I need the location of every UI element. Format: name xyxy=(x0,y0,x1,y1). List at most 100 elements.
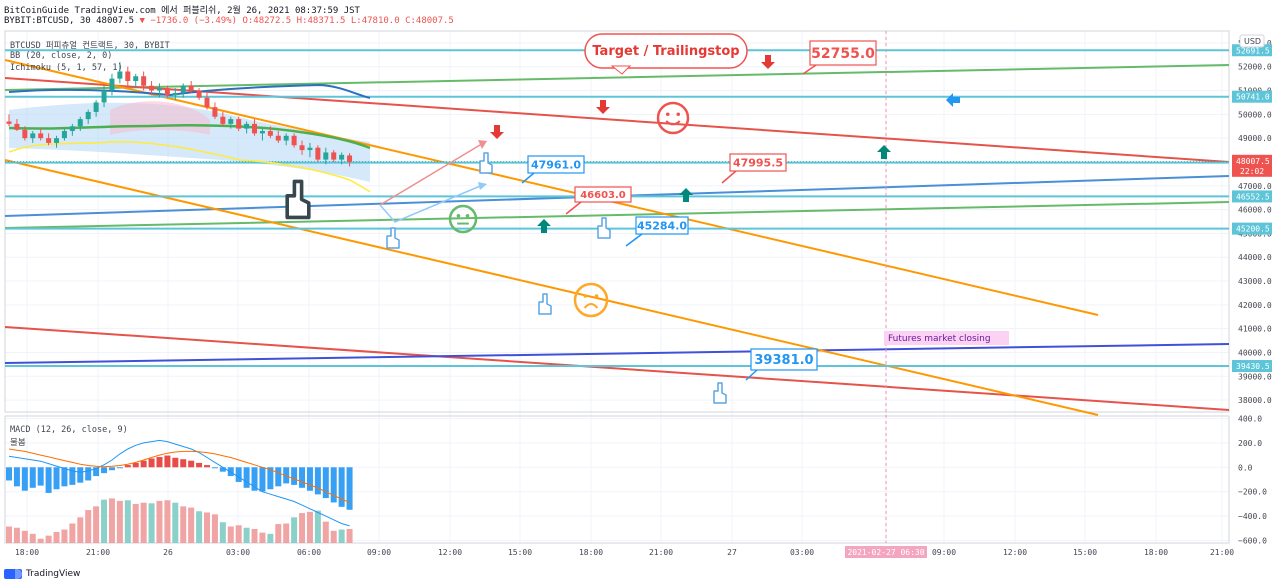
macd-histogram-bar xyxy=(346,467,353,510)
legend-series[interactable]: BTCUSD 퍼피츄얼 컨트랙트, 30, BYBIT xyxy=(10,41,170,51)
candle-body xyxy=(172,92,178,96)
callout-leader xyxy=(625,233,643,247)
callout-price-label: 52755.0 xyxy=(811,46,875,62)
time-axis-label: 12:00 xyxy=(438,548,462,557)
candle-body xyxy=(156,88,162,91)
candle-body xyxy=(61,131,67,139)
macd-volume-bar xyxy=(101,499,108,543)
legend-bb[interactable]: BB (20, close, 2, 0) xyxy=(10,51,113,61)
candle-body xyxy=(315,147,321,160)
macd-volume-bar xyxy=(132,503,139,543)
note-bg xyxy=(884,331,1009,345)
projection-arrow-red xyxy=(379,141,486,206)
chart-canvas[interactable]: Target / Trailingstop 52755.0 47961.0 47995… xyxy=(0,30,1280,570)
callout-price-label: 47995.5 xyxy=(733,156,783,169)
current-price-tag-label: 48007.5 xyxy=(1236,157,1270,166)
level-price-tag-label: 46552.5 xyxy=(1236,192,1270,201)
macd-histogram-bar xyxy=(196,462,203,468)
macd-volume-bar xyxy=(259,532,266,543)
candle-body xyxy=(180,85,186,93)
hand-shape xyxy=(479,152,493,174)
macd-volume-bar xyxy=(69,523,76,543)
face-eye xyxy=(594,294,599,298)
macd-volume-bar xyxy=(172,502,179,543)
callout-box xyxy=(809,40,877,66)
macd-axis-label: 400.0 xyxy=(1238,414,1262,423)
price-axis-label: 42000.0 xyxy=(1238,301,1272,310)
arrow-shape xyxy=(596,100,610,114)
candle-body xyxy=(6,121,12,124)
candle-body xyxy=(299,145,305,151)
futures-closing-note: Futures market closing xyxy=(884,331,1009,345)
level-price-tag-label: 50741.0 xyxy=(1236,93,1270,102)
macd-volume-bar xyxy=(140,502,147,543)
macd-volume-bar xyxy=(13,527,20,543)
candle-body xyxy=(275,135,281,141)
time-axis-label: 15:00 xyxy=(508,548,532,557)
macd-volume-bar xyxy=(211,514,218,543)
hand-shape xyxy=(386,227,400,249)
face-outline xyxy=(573,282,609,318)
macd-histogram-bar xyxy=(338,467,345,507)
candle-body xyxy=(252,123,258,134)
macd-volume-bar xyxy=(314,510,321,543)
time-axis-label: 21:00 xyxy=(86,548,110,557)
smiley-face-icon xyxy=(656,101,690,135)
macd-axis-label: 0.0 xyxy=(1238,463,1253,472)
left-arrow-icon xyxy=(946,93,960,107)
macd-volume-bar xyxy=(61,529,68,543)
legend-ichimoku[interactable]: Ichimoku (5, 1, 57, 1) xyxy=(10,63,123,73)
macd-volume-bar xyxy=(275,524,282,543)
macd-histogram-bar xyxy=(172,457,179,468)
candle-body xyxy=(291,135,297,146)
macd-histogram-bar xyxy=(108,467,115,471)
arrowhead-red xyxy=(478,140,487,149)
callout-leader xyxy=(721,170,737,184)
last-price: 48007.5 xyxy=(96,16,135,26)
macd-histogram-bar xyxy=(13,467,20,487)
callout-box xyxy=(574,186,632,203)
arrow-shape xyxy=(537,219,551,233)
macd-histogram-bar xyxy=(306,467,313,491)
footer-brand[interactable]: TradingView xyxy=(4,569,80,579)
time-axis-label: 18:00 xyxy=(15,548,39,557)
macd-volume-bar xyxy=(299,513,306,543)
target-callout: Target / Trailingstop xyxy=(584,33,748,75)
candle-body xyxy=(323,152,329,160)
green-trendline-upper xyxy=(4,64,1230,91)
candle-body xyxy=(54,138,60,143)
down-arrow-icon xyxy=(596,100,610,114)
callout-price-label: 47961.0 xyxy=(531,158,581,171)
hand-shape xyxy=(285,179,311,220)
price-axis-label: 47000.0 xyxy=(1238,182,1272,191)
candle-body xyxy=(220,116,226,124)
macd-histogram-bar xyxy=(267,467,274,490)
macd-histogram-bar xyxy=(259,467,266,492)
macd-volume-bar xyxy=(306,511,313,543)
macd-histogram-bar xyxy=(61,467,68,487)
candle-body xyxy=(228,119,234,124)
time-axis-label: 21:00 xyxy=(1210,548,1234,557)
time-axis-label: 03:00 xyxy=(226,548,250,557)
face-eye xyxy=(665,112,670,117)
candle-body xyxy=(259,131,265,134)
symbol-label[interactable]: BYBIT:BTCUSD, 30 xyxy=(4,16,91,26)
callout-leader xyxy=(745,369,758,381)
legend-macd[interactable]: MACD (12, 26, close, 9) xyxy=(10,425,128,435)
macd-histogram-bar xyxy=(299,467,306,488)
arrow-shape xyxy=(490,125,504,139)
time-highlight-tag xyxy=(845,546,927,558)
down-triangle-icon: ▼ xyxy=(139,16,145,26)
macd-volume-bar xyxy=(116,500,123,543)
macd-histogram-bar xyxy=(85,467,92,481)
callout-price-label: 46603.0 xyxy=(580,190,626,201)
macd-volume-bar xyxy=(338,529,345,543)
candle-body xyxy=(30,133,36,139)
candle-body xyxy=(307,147,313,151)
red-trendline-upper xyxy=(4,77,1230,163)
blue-ma-line xyxy=(8,83,371,99)
macd-histogram-bar xyxy=(275,467,282,487)
macd-volume-bar xyxy=(77,517,84,543)
hand-pointer-icon xyxy=(479,152,493,174)
legend-macd-sub: 물봄 xyxy=(10,438,26,448)
